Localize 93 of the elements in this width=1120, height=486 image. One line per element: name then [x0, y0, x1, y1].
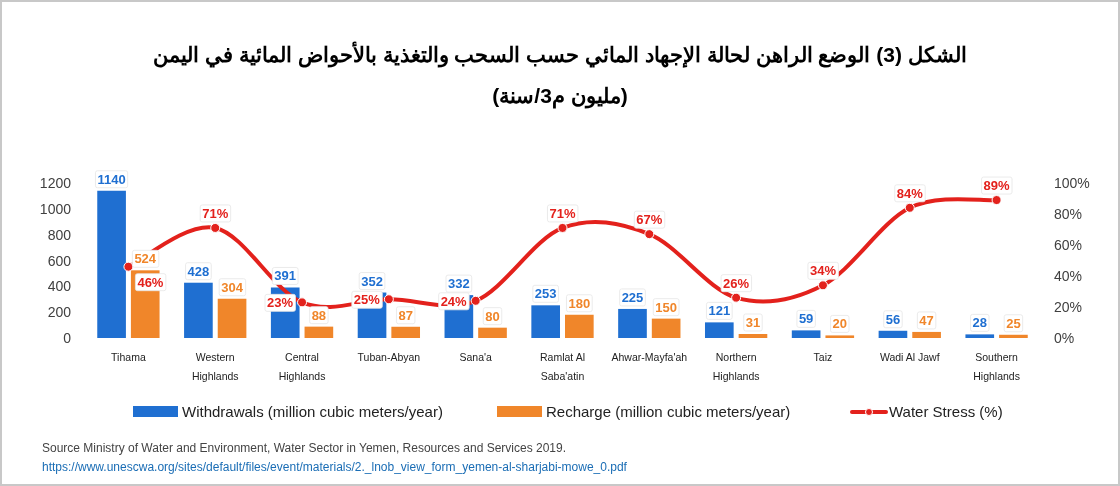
- data-label: 428: [187, 263, 210, 279]
- data-label: 56: [885, 311, 901, 327]
- data-label: 46%: [137, 274, 164, 290]
- x-tick-label: Ramlat Al Saba'atin: [540, 351, 585, 382]
- data-label: 332: [448, 276, 470, 292]
- data-label: 20: [832, 316, 848, 332]
- bar: [97, 190, 126, 338]
- data-label: 80: [485, 308, 500, 324]
- data-label: 88: [311, 307, 327, 323]
- bar: [965, 334, 995, 338]
- data-label: 59: [798, 311, 814, 327]
- x-tick-label: Taiz: [813, 351, 833, 363]
- data-label: 23%: [267, 295, 294, 311]
- data-label: 391: [274, 268, 297, 284]
- y2-tick-label: 20%: [1054, 299, 1083, 315]
- bar: [878, 330, 908, 338]
- data-label: 34%: [809, 263, 837, 279]
- point: [470, 295, 481, 306]
- data-label: 28: [972, 315, 987, 331]
- point: [297, 297, 308, 308]
- x-tick-label: Northern Highlands: [712, 351, 760, 382]
- y2-tick-label: 60%: [1054, 237, 1083, 253]
- y-tick-label: 600: [47, 252, 72, 269]
- data-label: 26%: [723, 275, 750, 291]
- x-tick-label: Tuban-Abyan: [357, 351, 421, 363]
- y2-tick-label: 40%: [1054, 268, 1083, 284]
- data-label: 47: [919, 312, 934, 328]
- data-label: 71%: [549, 205, 576, 221]
- data-label: 225: [621, 289, 644, 305]
- x-tick-label: Southern Highlands: [973, 351, 1020, 382]
- bar: [791, 330, 821, 338]
- y-tick-label: 800: [47, 226, 72, 243]
- data-label: 71%: [202, 205, 229, 221]
- x-tick-label: Ahwar-Mayfa'ah: [611, 351, 688, 363]
- y-tick-label: 400: [47, 278, 72, 295]
- bar: [391, 326, 421, 338]
- data-label: 87: [398, 307, 413, 323]
- text: https://www.unescwa.org/sites/default/files/event/materials/2._lnob_view_form_yemen-al-sharjabi-mowe_0.pdf: [42, 460, 628, 474]
- x-tick-label: Western Highlands: [191, 351, 239, 382]
- x-tick-label: Central Highlands: [278, 351, 326, 382]
- point: [904, 202, 915, 213]
- legend-label: Recharge (million cubic meters/year): [546, 403, 791, 420]
- bar: [618, 308, 647, 338]
- y2-tick-label: 80%: [1054, 206, 1083, 222]
- bar: [738, 334, 768, 338]
- data-label: 150: [655, 299, 677, 315]
- x-tick-label: Wadi Al Jawf: [879, 351, 940, 363]
- data-label: 31: [745, 315, 761, 330]
- y-tick-label: 200: [47, 304, 72, 321]
- bar: [825, 335, 855, 338]
- point: [991, 195, 1002, 206]
- point: [383, 294, 394, 305]
- bar: [912, 331, 941, 338]
- y-tick-label: 1200: [39, 175, 72, 191]
- point: [644, 229, 655, 240]
- data-label: 89%: [983, 178, 1011, 194]
- x-tick-label: Tihama: [111, 351, 146, 363]
- y-tick-label: 0: [63, 330, 72, 346]
- x-tick-label: Sana'a: [459, 351, 493, 363]
- legend-label: Withdrawals (million cubic meters/year): [182, 403, 443, 420]
- y2-tick-label: 0%: [1054, 330, 1075, 346]
- data-label: 253: [534, 286, 557, 302]
- data-label: 24%: [440, 293, 468, 309]
- data-label: 84%: [896, 185, 924, 201]
- point: [817, 280, 828, 291]
- point: [731, 292, 742, 303]
- data-label: 352: [361, 273, 383, 289]
- chart-title: الشكل (3) الوضع الراهن لحالة الإجهاد المائي حسب السحب والتغذية بالأحواض المائية في اليمن: [153, 41, 967, 68]
- y2-tick-label: 100%: [1054, 175, 1090, 191]
- point: [123, 261, 134, 272]
- bar: [184, 282, 213, 338]
- source-note: Source Ministry of Water and Environment, Water Sector in Yemen, Resources and Services 2019.: [42, 441, 567, 455]
- bar: [304, 326, 334, 338]
- data-label: 25: [1006, 315, 1021, 331]
- bar: [999, 334, 1028, 338]
- point: [210, 222, 221, 233]
- data-label: 121: [708, 303, 731, 319]
- point: [557, 222, 568, 233]
- bar: [217, 298, 247, 338]
- legend-label: Water Stress (%): [889, 403, 1003, 420]
- bar: [651, 318, 681, 338]
- y-tick-label: 1000: [39, 200, 72, 217]
- data-label: 304: [221, 279, 244, 295]
- bar: [478, 327, 507, 338]
- data-label: 1140: [97, 171, 126, 187]
- bar: [704, 322, 734, 338]
- data-label: 180: [568, 295, 591, 311]
- data-label: 67%: [636, 212, 663, 228]
- chart-subtitle: (مليون م3/سنة): [492, 84, 628, 109]
- bar: [565, 314, 594, 338]
- data-label: 524: [134, 251, 157, 267]
- bar: [531, 305, 560, 338]
- data-label: 25%: [353, 292, 381, 308]
